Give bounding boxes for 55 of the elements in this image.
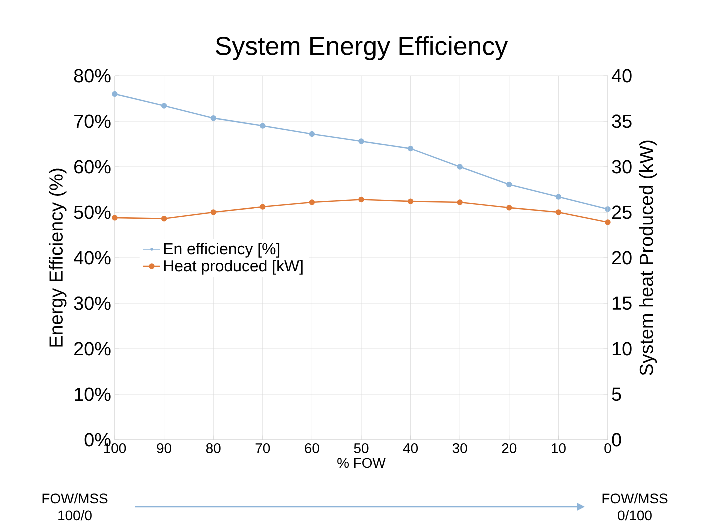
x-tick-label: 20	[502, 444, 517, 454]
y-tick-label: 10%	[75, 388, 111, 402]
y-tick-label: 20%	[74, 342, 111, 356]
point	[309, 131, 316, 138]
x-tick-label: 60	[305, 444, 320, 454]
y-tick-label: 80%	[74, 69, 111, 83]
point	[556, 194, 562, 200]
point	[605, 220, 611, 226]
point	[260, 123, 266, 129]
x-tick-label: 30	[452, 444, 468, 454]
text: FOW/MSS 0/100	[602, 493, 668, 521]
y2-tick-label: 5	[612, 388, 622, 402]
x-tick-label: 70	[256, 444, 270, 454]
y2-tick-label: 30	[612, 160, 632, 174]
point	[161, 103, 168, 109]
y-axis-title: Energy Efficiency (%)	[49, 168, 67, 347]
y-tick-label: 40%	[74, 251, 111, 265]
x-tick-label: 0	[604, 444, 612, 454]
x-tick-label: 10	[552, 444, 566, 454]
point	[556, 210, 562, 216]
point	[408, 198, 414, 204]
y-tick-label: 60%	[74, 160, 111, 174]
x-tick-label: 40	[403, 444, 418, 454]
point	[358, 138, 364, 144]
y2-tick-label: 35	[612, 114, 632, 128]
y2-tick-label: 40	[612, 69, 632, 83]
point	[260, 204, 266, 210]
point	[358, 196, 364, 203]
legend-label: Heat produced [kW]	[164, 260, 303, 275]
point	[457, 164, 463, 170]
x-axis-title: % FOW	[338, 458, 386, 468]
point	[161, 216, 168, 222]
legend-label: En efficiency [%]	[164, 242, 280, 258]
text: FOW/MSS 100/0	[42, 493, 108, 521]
y2-tick-label: 15	[612, 296, 632, 310]
point	[210, 210, 216, 216]
x-tick-label: 80	[206, 444, 221, 454]
y-tick-label: 50%	[74, 206, 111, 220]
chart-title: System Energy Efficiency	[216, 36, 508, 61]
y-tick-label: 70%	[74, 114, 111, 128]
x-tick-label: 90	[157, 444, 172, 454]
point	[309, 200, 316, 206]
point	[210, 115, 216, 122]
point	[457, 200, 463, 206]
point	[408, 146, 414, 152]
point	[112, 91, 118, 98]
x-tick-label: 50	[354, 444, 369, 454]
point	[112, 215, 118, 221]
point	[506, 182, 512, 188]
y2-axis-title: System heat Produced (kW)	[639, 140, 658, 376]
y2-tick-label: 10	[612, 342, 632, 356]
y2-tick-label: 25	[612, 206, 632, 220]
y-tick-label: 30%	[74, 296, 111, 310]
point	[506, 205, 512, 211]
y2-tick-label: 20	[612, 251, 632, 265]
